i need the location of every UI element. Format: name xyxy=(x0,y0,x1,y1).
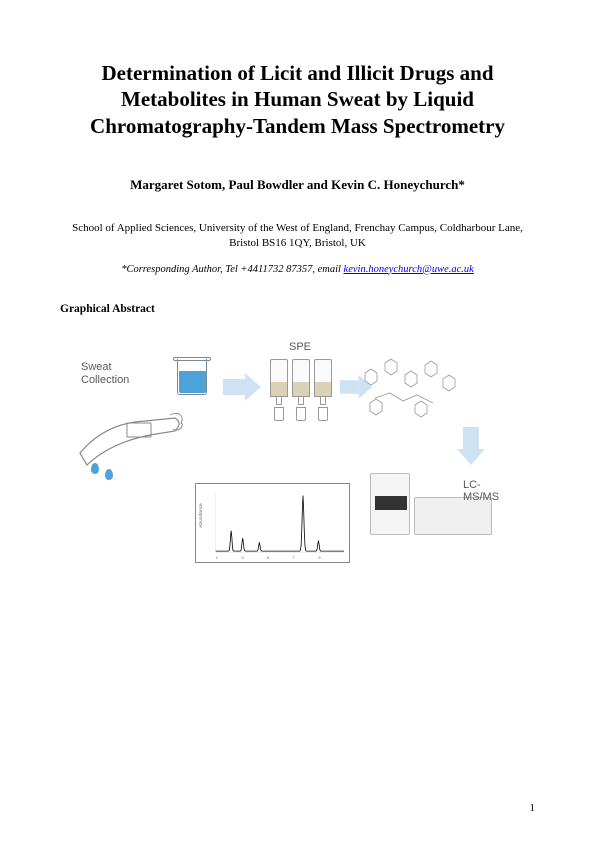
spe-column-icon xyxy=(292,359,310,421)
arrow-down-icon xyxy=(457,427,485,467)
chromatogram-plot: 1 3 5 7 9 Abundance xyxy=(195,483,350,563)
arrow-right-icon xyxy=(223,373,263,401)
svg-text:3: 3 xyxy=(241,555,243,560)
sweat-collection-label: SweatCollection xyxy=(81,361,129,387)
sweat-collection-text: SweatCollection xyxy=(81,361,129,386)
svg-text:7: 7 xyxy=(293,555,295,560)
corresponding-author: *Corresponding Author, Tel +4411732 8735… xyxy=(60,264,535,275)
lcms-label: LC-MS/MS xyxy=(463,479,505,503)
sweat-drops-icon xyxy=(90,461,114,479)
spe-column-icon xyxy=(270,359,288,421)
spe-label: SPE xyxy=(289,341,311,353)
svg-text:1: 1 xyxy=(216,555,218,560)
svg-text:5: 5 xyxy=(267,555,270,560)
corresponding-prefix: *Corresponding Author, Tel +4411732 8735… xyxy=(121,264,343,275)
svg-text:9: 9 xyxy=(318,555,320,560)
page-number: 1 xyxy=(530,802,536,814)
authors-line: Margaret Sotom, Paul Bowdler and Kevin C… xyxy=(60,177,535,193)
svg-text:Abundance: Abundance xyxy=(198,503,204,528)
beaker-icon xyxy=(173,351,211,395)
paper-title: Determination of Licit and Illicit Drugs… xyxy=(60,60,535,139)
affiliation: School of Applied Sciences, University o… xyxy=(60,221,535,252)
spe-column-icon xyxy=(314,359,332,421)
corresponding-email-link[interactable]: kevin.honeychurch@uwe.ac.uk xyxy=(344,264,474,275)
molecular-structures-icon xyxy=(355,353,470,423)
graphical-abstract-figure: SweatCollection SPE xyxy=(75,333,505,573)
graphical-abstract-heading: Graphical Abstract xyxy=(60,303,535,315)
